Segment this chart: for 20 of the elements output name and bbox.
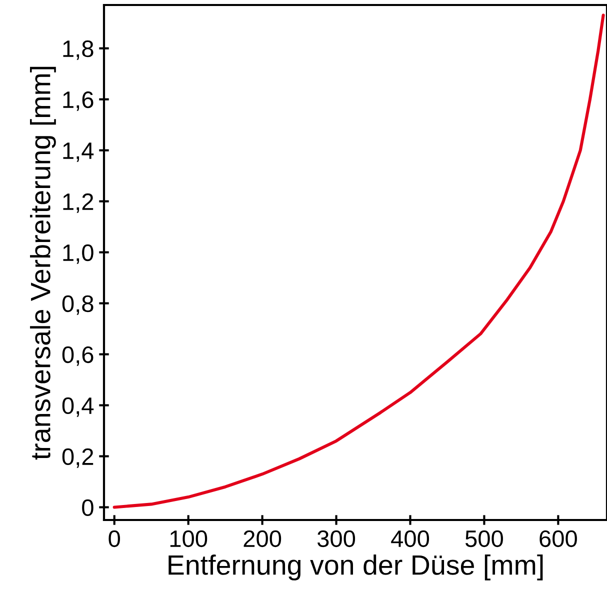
y-tick-label: 0,8 — [62, 295, 94, 315]
y-tick-label: 1,2 — [63, 193, 94, 213]
y-axis-title: transversale Verbreiterung [mm] — [30, 66, 56, 460]
y-tick-label: 0,4 — [62, 397, 94, 417]
x-tick-label: 200 — [244, 530, 282, 548]
x-tick-label: 500 — [465, 530, 503, 548]
x-tick-label: 100 — [170, 530, 208, 548]
y-tick-label: 0 — [82, 499, 94, 516]
y-tick-label: 1,4 — [63, 142, 94, 162]
y-tick-label: 0,2 — [62, 448, 94, 468]
y-tick-label: 1,8 — [63, 40, 94, 60]
y-tick-label: 0,6 — [62, 346, 94, 366]
x-tick-label: 600 — [540, 530, 577, 548]
x-tick-label: 0 — [108, 530, 120, 548]
y-tick-label: 1,0 — [63, 244, 94, 264]
y-tick-label: 1,6 — [63, 91, 94, 111]
x-tick-label: 400 — [391, 530, 430, 548]
x-tick-label: 300 — [317, 530, 356, 548]
x-axis-title: Entfernung von der Düse [mm] — [168, 554, 543, 580]
line-series — [112, 14, 605, 509]
